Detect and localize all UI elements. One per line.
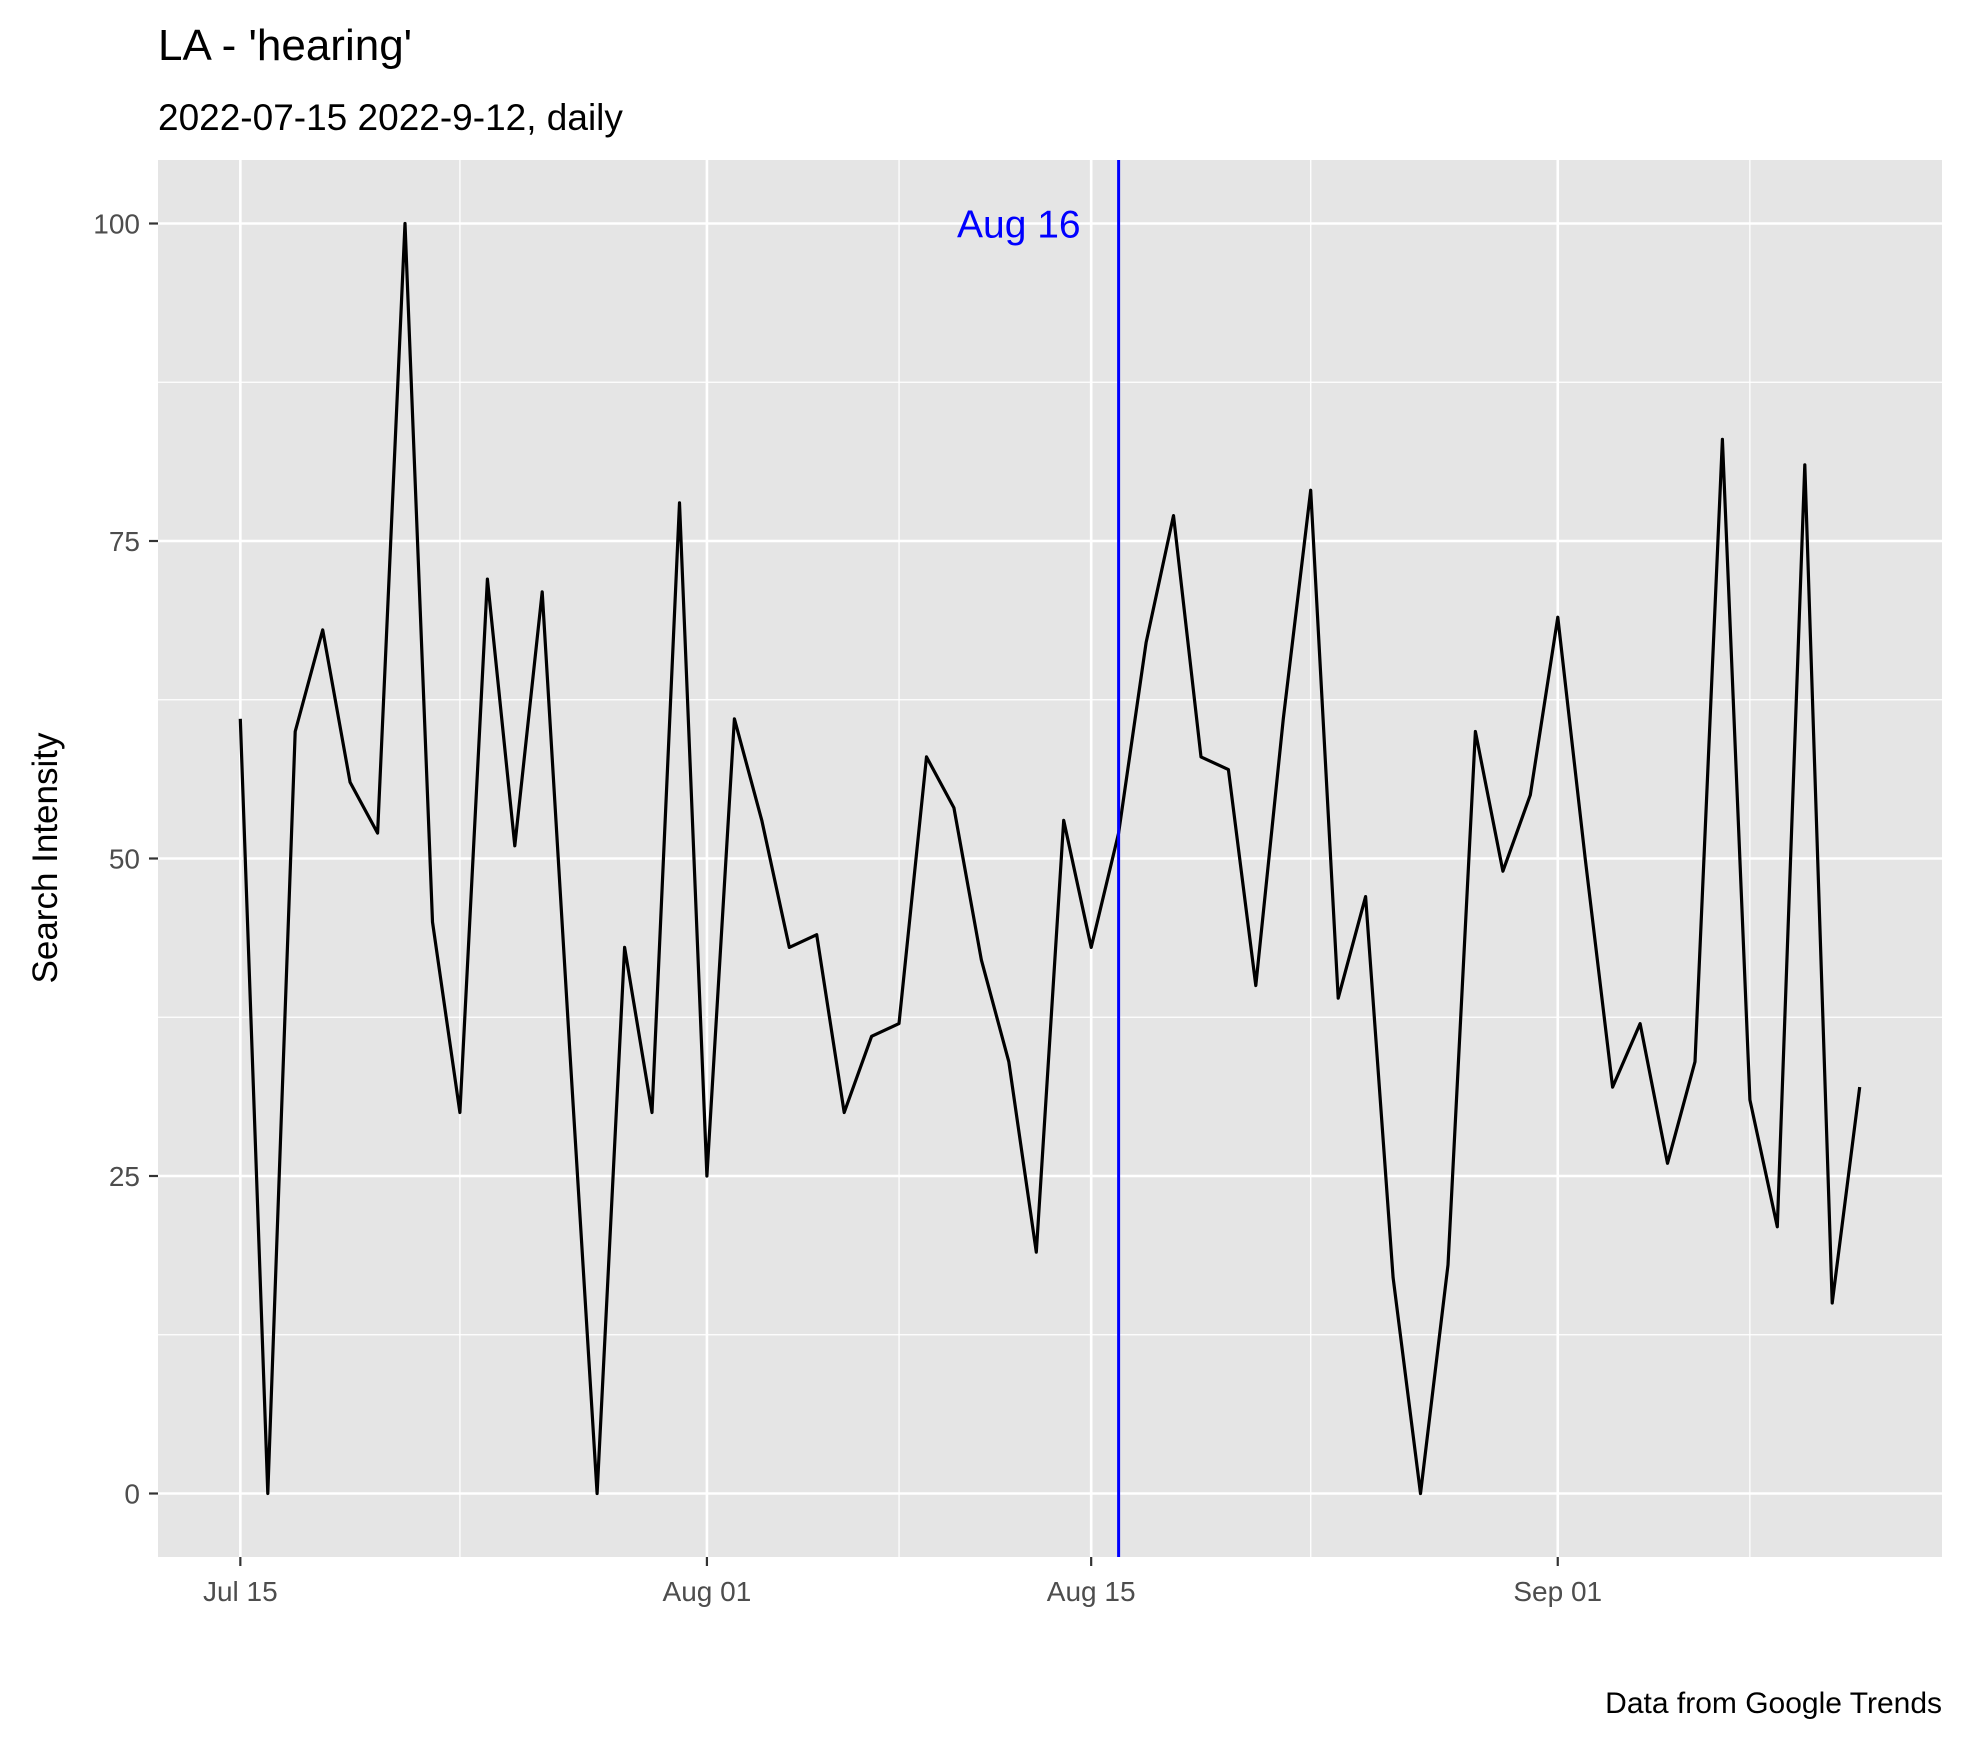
annotation-label: Aug 16: [957, 204, 1081, 247]
x-tick-label: Sep 01: [1513, 1576, 1602, 1607]
y-tick-label: 50: [109, 844, 140, 875]
chart-title: LA - 'hearing': [158, 21, 412, 70]
x-axis: Jul 15 Aug 01 Aug 15 Sep 01: [203, 1557, 1602, 1607]
caption: Data from Google Trends: [1605, 1687, 1942, 1720]
x-tick-label: Aug 01: [663, 1576, 752, 1607]
y-axis: 0 25 50 75 100: [93, 209, 158, 1510]
y-tick-label: 25: [109, 1161, 140, 1192]
x-tick-label: Aug 15: [1047, 1576, 1136, 1607]
y-tick-label: 0: [124, 1479, 140, 1510]
y-tick-label: 75: [109, 526, 140, 557]
y-axis-label: Search Intensity: [26, 732, 65, 983]
y-tick-label: 100: [93, 209, 140, 240]
series-line: [238, 221, 1862, 1496]
chart-subtitle: 2022-07-15 2022-9-12, daily: [158, 97, 623, 138]
major-gridlines: [158, 160, 1942, 1557]
x-tick-label: Jul 15: [203, 1576, 278, 1607]
